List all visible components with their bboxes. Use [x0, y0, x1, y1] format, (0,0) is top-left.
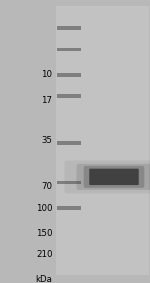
Text: 70: 70: [42, 182, 52, 191]
Bar: [57, 73, 81, 77]
Text: 150: 150: [36, 229, 52, 238]
Text: 210: 210: [36, 250, 52, 259]
FancyBboxPatch shape: [89, 169, 139, 185]
Bar: [57, 206, 81, 210]
Text: kDa: kDa: [36, 275, 52, 283]
Bar: [57, 181, 81, 185]
FancyBboxPatch shape: [64, 160, 150, 193]
Text: 17: 17: [42, 96, 52, 105]
Bar: [56, 6, 148, 275]
Bar: [57, 48, 81, 52]
Text: 100: 100: [36, 203, 52, 213]
FancyBboxPatch shape: [76, 164, 150, 190]
Bar: [57, 95, 81, 98]
Bar: [57, 27, 81, 30]
Text: 35: 35: [42, 136, 52, 145]
Text: 10: 10: [42, 70, 52, 80]
Bar: [57, 141, 81, 145]
FancyBboxPatch shape: [84, 166, 144, 188]
